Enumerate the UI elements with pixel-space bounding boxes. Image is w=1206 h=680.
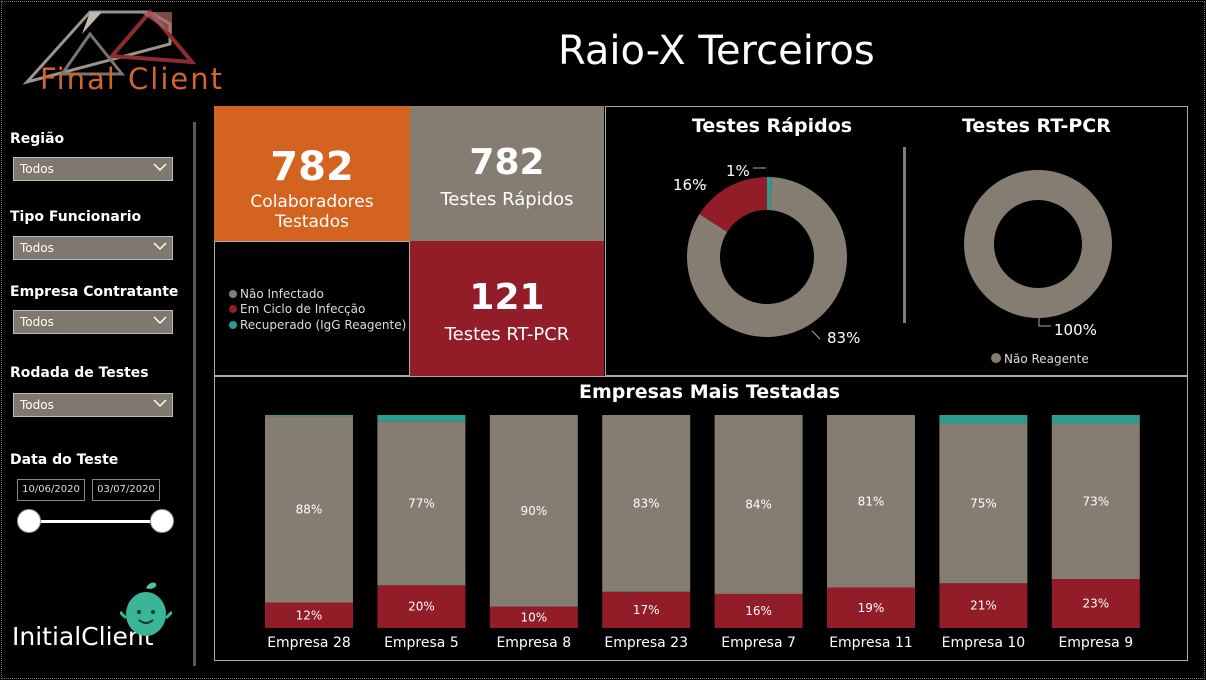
bar-category-label: Empresa 5	[384, 635, 459, 651]
filter-label-data: Data do Teste	[10, 452, 118, 468]
empresa-contratante-select[interactable]: Todos	[13, 310, 173, 334]
card-colaboradores: 782 Colaboradores Testados	[214, 106, 410, 241]
bar-category-label: Empresa 8	[496, 635, 571, 651]
filter-label-tipo: Tipo Funcionario	[10, 209, 141, 225]
bar-data-label: 84%	[745, 497, 772, 511]
donut-panel: Testes Rápidos Testes RT-PCR 83% 16% 1% 100…	[605, 106, 1188, 376]
donut-data-label: 100%	[1054, 321, 1097, 339]
bar-segment-recuperado[interactable]	[1052, 415, 1140, 424]
rodada-select-value: Todos	[20, 398, 54, 412]
logo-text: Final Client	[40, 62, 224, 96]
legend-dot	[991, 353, 1001, 363]
bar-data-label: 23%	[1082, 597, 1109, 611]
legend-item: Em Ciclo de Infecção	[229, 302, 365, 316]
bar-segment-recuperado[interactable]	[377, 415, 465, 421]
legend-box: Não Infectado Em Ciclo de Infecção Recup…	[214, 241, 410, 376]
date-slider-start-handle[interactable]	[17, 509, 41, 533]
card-rtpcr-label: Testes RT-PCR	[410, 324, 604, 345]
bar-data-label: 17%	[633, 603, 660, 617]
filter-label-empresa: Empresa Contratante	[10, 284, 178, 300]
bar-data-label: 73%	[1082, 494, 1109, 508]
chevron-down-icon	[153, 160, 167, 174]
donut-slice[interactable]	[964, 170, 1112, 318]
legend-item: Recuperado (IgG Reagente)	[229, 318, 406, 332]
legend-dot	[229, 290, 237, 298]
card-rapidos-value: 782	[410, 142, 604, 183]
regiao-select[interactable]: Todos	[13, 157, 173, 181]
card-colaboradores-value: 782	[214, 144, 410, 190]
donut-data-label: 83%	[827, 329, 860, 347]
bar-data-label: 81%	[858, 494, 885, 508]
donut-charts: 83% 16% 1% 100% Não Reagente	[606, 107, 1187, 375]
regiao-select-value: Todos	[20, 162, 54, 176]
date-end-input[interactable]: 03/07/2020	[92, 479, 160, 501]
donut-data-label: 16%	[673, 176, 706, 194]
bar-data-label: 16%	[745, 604, 772, 618]
date-slider-track[interactable]	[28, 520, 162, 523]
empresa-select-value: Todos	[20, 315, 54, 329]
chevron-down-icon	[153, 396, 167, 410]
bar-category-label: Empresa 11	[829, 635, 913, 651]
bar-data-label: 20%	[408, 600, 435, 614]
donut-leader-line	[812, 331, 820, 339]
legend-label: Em Ciclo de Infecção	[240, 302, 365, 316]
card-testes-rtpcr: 121 Testes RT-PCR	[410, 241, 604, 376]
bar-data-label: 77%	[408, 496, 435, 510]
bar-data-label: 19%	[858, 601, 885, 615]
bar-data-label: 12%	[296, 608, 323, 622]
date-slider-end-handle[interactable]	[150, 509, 174, 533]
donut-leader-line	[1039, 318, 1051, 326]
bar-data-label: 21%	[970, 599, 997, 613]
date-start-input[interactable]: 10/06/2020	[17, 479, 85, 501]
page-title: Raio-X Terceiros	[558, 28, 875, 74]
donut-data-label: 1%	[726, 162, 750, 180]
card-rtpcr-value: 121	[410, 277, 604, 318]
chevron-down-icon	[153, 239, 167, 253]
legend-dot	[229, 321, 237, 329]
bar-data-label: 75%	[970, 496, 997, 510]
bar-category-label: Empresa 23	[604, 635, 688, 651]
bar-data-label: 90%	[520, 504, 547, 518]
chevron-down-icon	[153, 313, 167, 327]
filter-label-rodada: Rodada de Testes	[10, 365, 149, 381]
legend-dot	[229, 305, 237, 313]
bar-data-label: 83%	[633, 496, 660, 510]
bar-segment-recuperado[interactable]	[939, 415, 1027, 424]
sidebar-divider	[193, 122, 196, 666]
legend-label: Não Reagente	[1004, 352, 1089, 366]
card-colaboradores-label: Colaboradores Testados	[214, 192, 410, 232]
legend-label: Recuperado (IgG Reagente)	[240, 318, 406, 332]
rodada-select[interactable]: Todos	[13, 393, 173, 417]
card-testes-rapidos: 782 Testes Rápidos	[410, 106, 604, 241]
bar-category-label: Empresa 28	[267, 635, 351, 651]
apple-mascot-icon	[120, 580, 172, 640]
bar-panel: Empresas Mais Testadas 12% 88% Empresa 28 2…	[214, 376, 1188, 661]
card-rapidos-label: Testes Rápidos	[410, 189, 604, 210]
bar-chart: 12% 88% Empresa 28 20% 77% Empresa 5 10% 90% Emp…	[215, 377, 1187, 660]
filter-label-regiao: Região	[10, 131, 64, 147]
tipo-funcionario-select[interactable]: Todos	[13, 236, 173, 260]
bar-data-label: 10%	[520, 610, 547, 624]
tipo-select-value: Todos	[20, 241, 54, 255]
bar-segment-recuperado[interactable]	[265, 415, 353, 416]
bar-data-label: 88%	[296, 502, 323, 516]
legend-label: Não Infectado	[240, 287, 324, 301]
bar-category-label: Empresa 9	[1058, 635, 1133, 651]
legend-item: Não Infectado	[229, 287, 324, 301]
bar-category-label: Empresa 7	[721, 635, 796, 651]
bar-category-label: Empresa 10	[942, 635, 1026, 651]
